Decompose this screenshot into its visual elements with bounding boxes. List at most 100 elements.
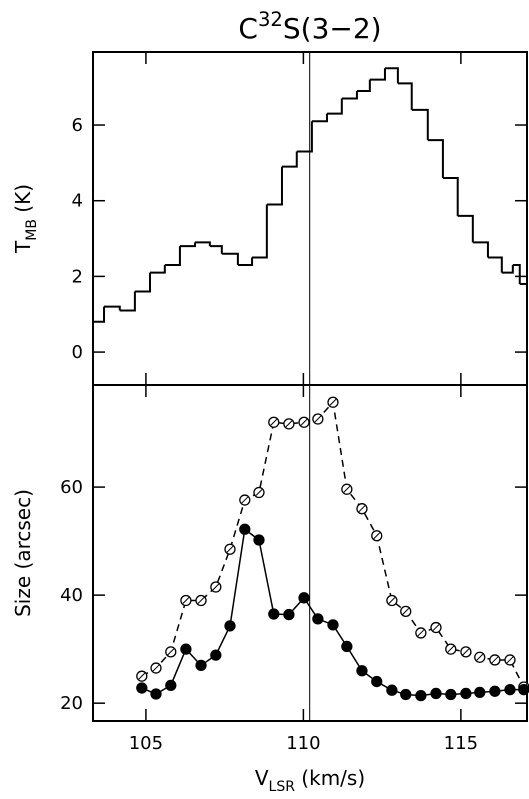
histogram-step bbox=[512, 264, 521, 284]
point bbox=[224, 620, 236, 632]
series-line bbox=[141, 400, 525, 688]
histogram-step bbox=[266, 166, 283, 206]
point-slash bbox=[402, 607, 410, 615]
histogram-step bbox=[411, 108, 429, 141]
point-slash bbox=[182, 597, 190, 604]
label-part: Size (arcsec) bbox=[11, 489, 35, 617]
point-slash bbox=[167, 648, 175, 656]
point bbox=[239, 523, 251, 535]
histogram-step bbox=[221, 252, 239, 266]
y-tick-label: 2 bbox=[72, 266, 83, 287]
histogram-step bbox=[427, 139, 444, 179]
label-part: C bbox=[238, 12, 258, 45]
y-tick-label: 20 bbox=[60, 693, 83, 714]
histogram-step bbox=[501, 265, 514, 274]
histogram-step bbox=[487, 256, 503, 273]
histogram-step bbox=[397, 82, 413, 110]
label: Size (arcsec) bbox=[11, 489, 35, 617]
point bbox=[371, 675, 383, 688]
point-slash bbox=[388, 597, 396, 604]
label-part: T bbox=[11, 240, 35, 254]
point bbox=[253, 534, 265, 546]
point bbox=[430, 687, 442, 700]
y-tick-label: 4 bbox=[72, 191, 83, 212]
histogram-step bbox=[104, 305, 121, 311]
label-part: LSR bbox=[269, 779, 296, 795]
point bbox=[136, 682, 148, 694]
point-slash bbox=[241, 496, 249, 504]
histogram-step bbox=[134, 272, 152, 293]
histogram-step bbox=[442, 177, 459, 216]
histogram-step bbox=[209, 245, 223, 254]
histogram-step bbox=[93, 306, 106, 323]
point-slash bbox=[417, 629, 425, 637]
label-part: 32 bbox=[258, 8, 283, 31]
label: VLSR (km/s) bbox=[255, 766, 365, 795]
point-slash bbox=[255, 489, 263, 496]
histogram-step bbox=[119, 291, 136, 312]
y-tick-label: 0 bbox=[72, 342, 83, 363]
histogram-step bbox=[150, 265, 166, 274]
histogram-step bbox=[457, 214, 474, 243]
point-slash bbox=[138, 672, 146, 680]
histogram-step bbox=[195, 241, 211, 247]
point bbox=[415, 689, 427, 702]
point-slash bbox=[314, 415, 322, 423]
point bbox=[150, 688, 162, 700]
y-tick-label: 60 bbox=[60, 477, 83, 498]
histogram-step bbox=[472, 241, 489, 258]
point-slash bbox=[506, 656, 514, 664]
point-slash bbox=[462, 648, 470, 656]
point bbox=[341, 640, 353, 653]
label-part: (km/s) bbox=[295, 766, 365, 790]
label-part: V bbox=[255, 766, 269, 790]
point bbox=[210, 649, 222, 661]
histogram-step bbox=[327, 98, 343, 115]
histogram-step bbox=[369, 68, 386, 81]
point-slash bbox=[226, 545, 234, 553]
label-part: (K) bbox=[11, 184, 35, 219]
point-slash bbox=[343, 485, 351, 493]
point-slash bbox=[285, 420, 293, 428]
y-tick-label: 6 bbox=[72, 115, 83, 136]
y-tick-label: 40 bbox=[60, 585, 83, 606]
point bbox=[180, 643, 192, 655]
point bbox=[518, 684, 529, 696]
point-slash bbox=[476, 653, 484, 661]
point bbox=[195, 659, 207, 672]
point-slash bbox=[447, 645, 455, 653]
point-slash bbox=[152, 664, 160, 672]
histogram-step bbox=[237, 257, 254, 267]
histogram-step bbox=[281, 151, 298, 168]
point bbox=[356, 665, 368, 677]
histogram-step bbox=[356, 79, 371, 92]
point bbox=[504, 684, 516, 696]
point bbox=[445, 688, 457, 701]
label-part: S(3−2) bbox=[283, 12, 382, 45]
histogram-step bbox=[252, 204, 268, 259]
point-slash bbox=[329, 398, 337, 406]
histogram-step bbox=[179, 242, 197, 248]
x-tick-label: 105 bbox=[129, 733, 163, 754]
point-slash bbox=[212, 583, 220, 591]
label-part: MB bbox=[24, 219, 40, 241]
point bbox=[386, 684, 398, 696]
point bbox=[298, 592, 310, 604]
histogram-step bbox=[164, 246, 181, 267]
point-slash bbox=[491, 656, 499, 664]
point bbox=[400, 688, 412, 701]
point-slash bbox=[432, 624, 440, 631]
point-slash bbox=[197, 597, 205, 604]
point-slash bbox=[358, 505, 366, 513]
point-slash bbox=[300, 418, 308, 426]
point bbox=[489, 685, 501, 697]
point bbox=[474, 686, 486, 699]
point bbox=[268, 608, 280, 620]
histogram-step bbox=[384, 67, 399, 84]
point bbox=[312, 613, 324, 625]
x-tick-label: 115 bbox=[444, 733, 478, 754]
histogram-step bbox=[296, 121, 313, 153]
point-slash bbox=[270, 418, 278, 426]
point-slash bbox=[373, 532, 381, 540]
